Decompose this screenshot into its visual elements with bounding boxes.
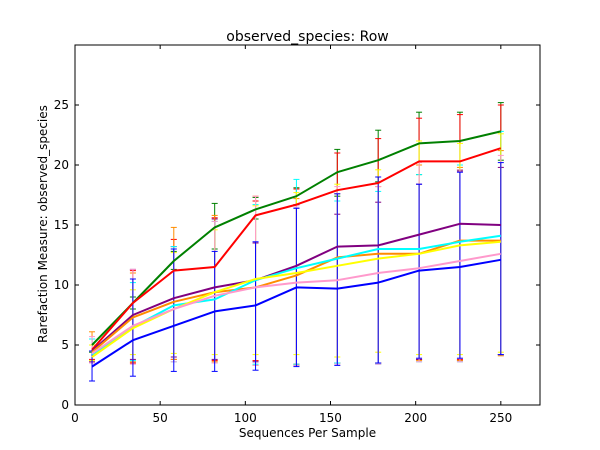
x-axis-label: Sequences Per Sample [239, 426, 376, 440]
x-tick-label-250: 250 [489, 411, 512, 425]
y-tick-label-5: 5 [61, 338, 69, 352]
x-tick-label-100: 100 [234, 411, 257, 425]
y-axis-label: Rarefaction Measure: observed_species [36, 105, 50, 343]
x-tick-label-50: 50 [153, 411, 168, 425]
plot-area: 0 50 100 150 200 250 0 5 10 15 20 25 [54, 44, 541, 425]
y-tick-label-15: 15 [54, 218, 69, 232]
series-line-2 [91, 222, 501, 352]
x-tick-label-0: 0 [71, 411, 79, 425]
series-line-4 [91, 234, 501, 356]
y-tick-label-20: 20 [54, 158, 69, 172]
y-tick-label-0: 0 [61, 398, 69, 412]
y-tick-label-10: 10 [54, 278, 69, 292]
series-line-3 [91, 239, 501, 353]
series-line-7 [91, 258, 501, 368]
x-tick-label-150: 150 [319, 411, 342, 425]
y-tick-label-25: 25 [54, 98, 69, 112]
series-line-1 [91, 147, 502, 351]
series-line-0 [91, 130, 502, 346]
chart-title: observed_species: Row [226, 29, 388, 45]
series-line-6 [91, 252, 501, 355]
x-tick-label-200: 200 [404, 411, 427, 425]
